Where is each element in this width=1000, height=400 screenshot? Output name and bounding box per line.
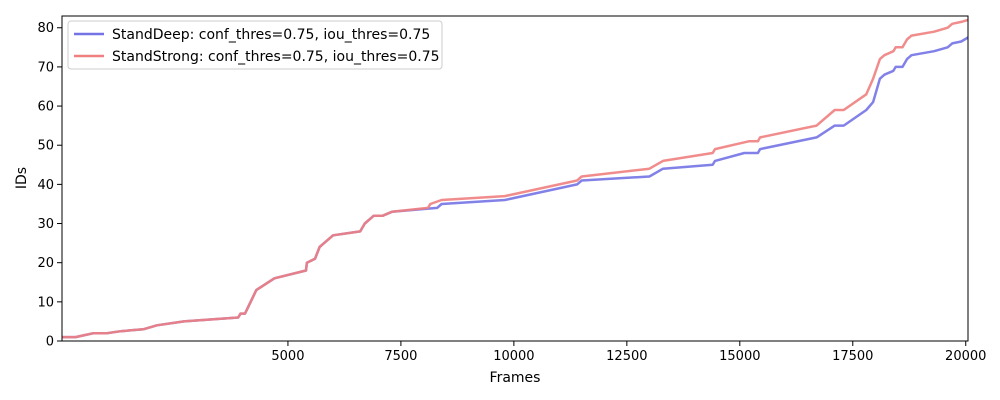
plot-frame: [61, 15, 969, 342]
y-tick-label: 40: [37, 178, 54, 193]
x-tick-label: 10000: [493, 349, 534, 364]
legend-box: [67, 20, 443, 70]
y-tick-label: 60: [37, 100, 54, 115]
x-tick-label: 5000: [271, 349, 304, 364]
y-tick-label: 70: [37, 60, 54, 75]
legend-entry-standdeep: StandDeep: conf_thres=0.75, iou_thres=0.…: [112, 27, 430, 43]
x-tick-label: 15000: [719, 349, 760, 364]
y-tick-label: 30: [37, 217, 54, 232]
series-layer: [62, 18, 969, 339]
y-axis-label: IDs: [14, 167, 30, 189]
x-tick-label: 12500: [606, 349, 647, 364]
legend: StandDeep: conf_thres=0.75, iou_thres=0.…: [67, 20, 443, 70]
x-tick-label: 7500: [384, 349, 417, 364]
y-tick-label: 0: [46, 335, 54, 350]
plot-area: [62, 16, 968, 341]
x-tick-label: 20000: [945, 349, 986, 364]
y-tick-label: 20: [37, 256, 54, 271]
x-axis-label: Frames: [490, 370, 541, 386]
y-tick-label: 80: [37, 21, 54, 36]
legend-entry-standstrong: StandStrong: conf_thres=0.75, iou_thres=…: [112, 49, 440, 65]
x-tick-label: 17500: [832, 349, 873, 364]
y-tick-label: 50: [37, 139, 54, 154]
y-tick-label: 10: [37, 295, 54, 310]
tick-layer: 5000 7500 10000 12500 15000 17500 20000 0 10 20 30…: [37, 21, 986, 364]
series-line-standstrong: [62, 18, 969, 339]
